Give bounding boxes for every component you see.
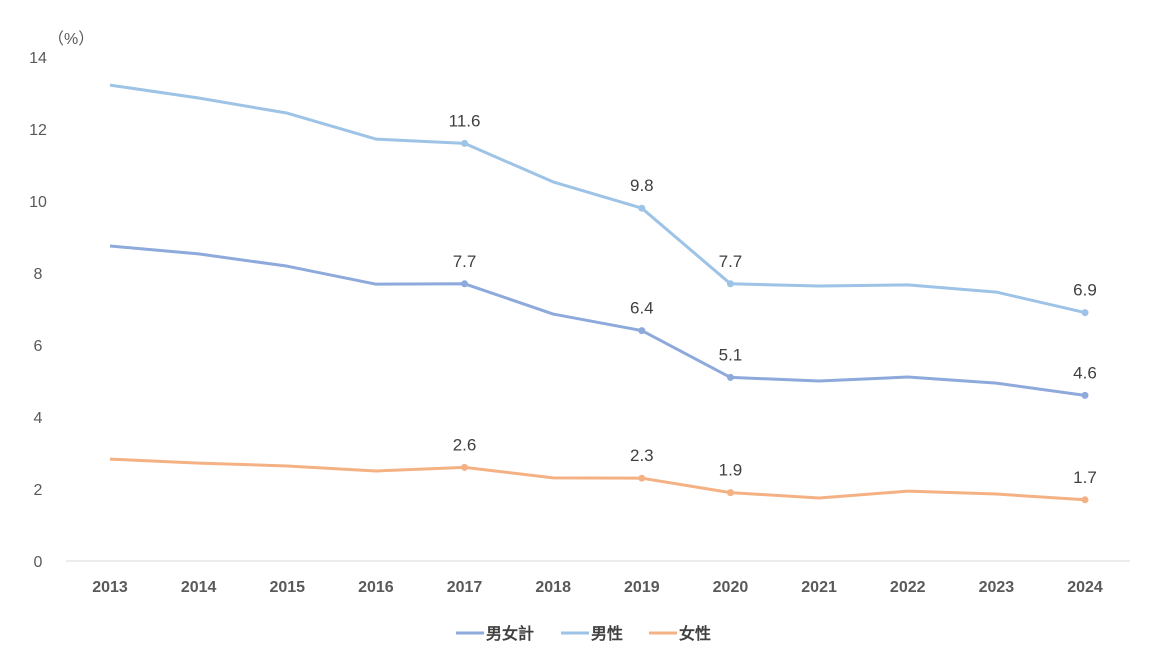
x-tick-label: 2019 — [624, 579, 660, 596]
data-label: 1.7 — [1073, 468, 1097, 487]
data-point-marker — [1081, 496, 1089, 504]
data-point-marker — [1081, 391, 1089, 399]
data-label: 9.8 — [630, 176, 654, 195]
y-tick-label: 6 — [34, 338, 43, 355]
x-tick-label: 2018 — [535, 579, 571, 596]
data-point-marker — [1081, 309, 1089, 317]
y-tick-label: 12 — [29, 122, 47, 139]
data-label: 2.6 — [453, 435, 477, 454]
data-label: 5.1 — [719, 345, 743, 364]
x-tick-label: 2015 — [269, 579, 305, 596]
data-point-marker — [638, 474, 646, 482]
data-label: 1.9 — [719, 461, 743, 480]
series-line-男女計 — [109, 244, 1086, 397]
data-point-marker — [726, 373, 734, 381]
data-label: 7.7 — [719, 252, 743, 271]
legend-label: 男女計 — [486, 624, 534, 643]
y-tick-label: 4 — [34, 410, 43, 427]
data-point-marker — [461, 139, 469, 147]
legend-label: 男性 — [591, 624, 623, 643]
x-tick-label: 2013 — [92, 579, 128, 596]
data-label: 11.6 — [449, 111, 481, 130]
legend-label: 女性 — [679, 624, 711, 643]
y-tick-label: 10 — [29, 194, 47, 211]
data-point-marker — [461, 280, 469, 288]
series-line-男性 — [109, 83, 1086, 315]
data-label: 6.9 — [1073, 281, 1097, 300]
x-tick-label: 2014 — [181, 579, 217, 596]
x-tick-label: 2020 — [713, 579, 749, 596]
y-tick-label: 14 — [29, 50, 47, 67]
y-tick-label: 8 — [34, 266, 43, 283]
y-tick-label: 0 — [34, 554, 43, 571]
y-axis-unit-label: （%） — [48, 30, 94, 48]
data-point-marker — [726, 280, 734, 288]
data-point-marker — [638, 204, 646, 212]
data-point-marker — [726, 489, 734, 497]
x-tick-label: 2024 — [1067, 579, 1103, 596]
x-tick-label: 2023 — [979, 579, 1015, 596]
data-point-marker — [638, 327, 646, 335]
data-point-marker — [461, 463, 469, 471]
x-tick-label: 2022 — [890, 579, 926, 596]
x-tick-label: 2021 — [801, 579, 837, 596]
data-label: 6.4 — [630, 299, 654, 318]
y-tick-label: 2 — [34, 482, 43, 499]
x-tick-label: 2016 — [358, 579, 394, 596]
data-label: 4.6 — [1073, 363, 1097, 382]
data-label: 2.3 — [630, 446, 654, 465]
x-tick-label: 2017 — [447, 579, 483, 596]
data-label: 7.7 — [453, 252, 477, 271]
series-line-女性 — [109, 457, 1086, 502]
